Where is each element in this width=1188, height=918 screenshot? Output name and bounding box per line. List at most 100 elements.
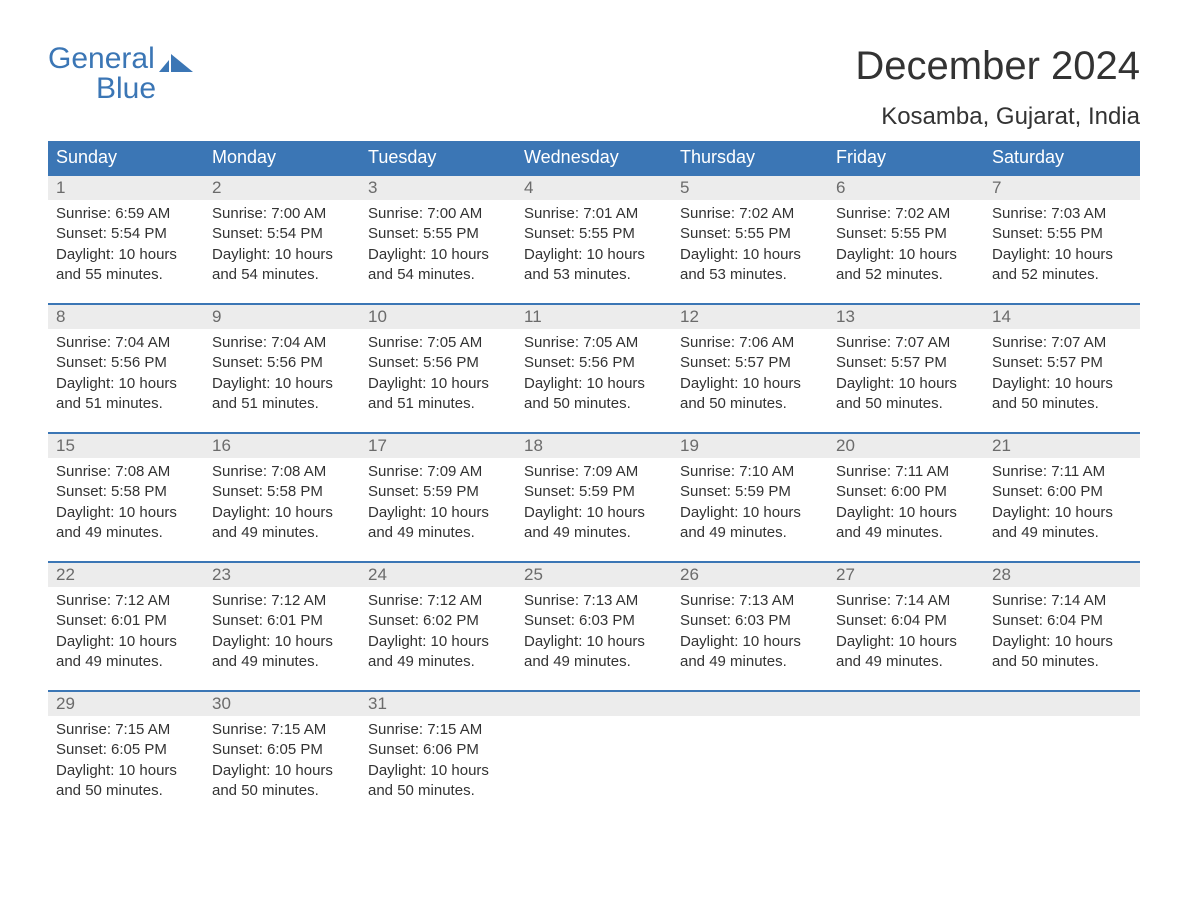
sunset-line: Sunset: 5:59 PM: [680, 482, 820, 502]
daylight-line-2: and 51 minutes.: [56, 394, 196, 414]
sunset-line: Sunset: 6:03 PM: [524, 611, 664, 631]
sunrise-line: Sunrise: 7:14 AM: [836, 591, 976, 611]
day-detail: Sunrise: 7:06 AMSunset: 5:57 PMDaylight:…: [672, 329, 828, 414]
daylight-line-2: and 49 minutes.: [680, 652, 820, 672]
day-detail: Sunrise: 7:00 AMSunset: 5:54 PMDaylight:…: [204, 200, 360, 285]
day-detail: Sunrise: 7:15 AMSunset: 6:05 PMDaylight:…: [48, 716, 204, 801]
day-detail-row: Sunrise: 7:04 AM Sunset: 5:56 PM Daylight:…: [48, 329, 1140, 414]
day-detail: Sunrise: 6:59 AMSunset: 5:54 PMDaylight:…: [48, 200, 204, 285]
daylight-line-2: and 51 minutes.: [212, 394, 352, 414]
daylight-line-1: Daylight: 10 hours: [836, 503, 976, 523]
daylight-line-2: and 49 minutes.: [524, 652, 664, 672]
day-number: 11: [516, 305, 672, 329]
day-detail: Sunrise: 7:09 AMSunset: 5:59 PMDaylight:…: [360, 458, 516, 543]
daylight-line-1: Daylight: 10 hours: [524, 374, 664, 394]
calendar-week: 293031 Sunrise: 7:15 AMSunset: 6:05 PMDa…: [48, 690, 1140, 801]
sunrise-line: Sunrise: 7:00 AM: [212, 204, 352, 224]
sunrise-line: Sunrise: 7:08 AM: [56, 462, 196, 482]
daylight-line-2: and 50 minutes.: [836, 394, 976, 414]
sunrise-line: Sunrise: 7:15 AM: [368, 720, 508, 740]
sunset-line: Sunset: 5:58 PM: [56, 482, 196, 502]
day-number: 26: [672, 563, 828, 587]
daylight-line-2: and 49 minutes.: [212, 523, 352, 543]
day-number: 5: [672, 176, 828, 200]
day-detail: Sunrise: 7:03 AMSunset: 5:55 PMDaylight:…: [984, 200, 1140, 285]
day-detail: Sunrise: 7:11 AMSunset: 6:00 PMDaylight:…: [828, 458, 984, 543]
daylight-line-1: Daylight: 10 hours: [524, 632, 664, 652]
daylight-line-2: and 49 minutes.: [524, 523, 664, 543]
sunset-line: Sunset: 5:57 PM: [836, 353, 976, 373]
calendar-week: 22232425262728Sunrise: 7:12 AMSunset: 6:…: [48, 561, 1140, 672]
sunset-line: Sunset: 5:56 PM: [368, 353, 508, 373]
daylight-line-2: and 52 minutes.: [992, 265, 1132, 285]
sunrise-line: Sunrise: 7:03 AM: [992, 204, 1132, 224]
weekday-header: Monday: [204, 141, 360, 174]
weekday-header-row: Sunday Monday Tuesday Wednesday Thursday…: [48, 141, 1140, 174]
daylight-line-1: Daylight: 10 hours: [524, 503, 664, 523]
sunset-line: Sunset: 5:55 PM: [524, 224, 664, 244]
day-detail: Sunrise: 7:08 AMSunset: 5:58 PMDaylight:…: [48, 458, 204, 543]
day-detail: [672, 716, 828, 801]
sunrise-line: Sunrise: 7:01 AM: [524, 204, 664, 224]
day-detail: Sunrise: 7:04 AMSunset: 5:56 PMDaylight:…: [48, 329, 204, 414]
calendar: Sunday Monday Tuesday Wednesday Thursday…: [48, 141, 1140, 801]
sunrise-line: Sunrise: 7:15 AM: [56, 720, 196, 740]
sunset-line: Sunset: 6:00 PM: [836, 482, 976, 502]
sunset-line: Sunset: 5:54 PM: [56, 224, 196, 244]
day-detail: Sunrise: 7:02 AMSunset: 5:55 PMDaylight:…: [672, 200, 828, 285]
sunset-line: Sunset: 6:06 PM: [368, 740, 508, 760]
sunset-line: Sunset: 6:01 PM: [212, 611, 352, 631]
day-number-row: 15161718192021: [48, 434, 1140, 458]
day-detail: Sunrise: 7:13 AMSunset: 6:03 PMDaylight:…: [672, 587, 828, 672]
daylight-line-1: Daylight: 10 hours: [56, 503, 196, 523]
sunset-line: Sunset: 5:57 PM: [680, 353, 820, 373]
daylight-line-1: Daylight: 10 hours: [56, 245, 196, 265]
sunrise-line: Sunrise: 7:10 AM: [680, 462, 820, 482]
daylight-line-1: Daylight: 10 hours: [992, 503, 1132, 523]
sunrise-line: Sunrise: 7:07 AM: [992, 333, 1132, 353]
day-number: 22: [48, 563, 204, 587]
day-detail: Sunrise: 7:12 AMSunset: 6:01 PMDaylight:…: [204, 587, 360, 672]
sunset-line: Sunset: 5:55 PM: [992, 224, 1132, 244]
sunrise-line: Sunrise: 7:04 AM: [212, 333, 352, 353]
day-detail: Sunrise: 7:04 AMSunset: 5:56 PMDaylight:…: [204, 329, 360, 414]
daylight-line-1: Daylight: 10 hours: [212, 245, 352, 265]
daylight-line-1: Daylight: 10 hours: [212, 632, 352, 652]
daylight-line-1: Daylight: 10 hours: [212, 761, 352, 781]
sunrise-line: Sunrise: 7:11 AM: [836, 462, 976, 482]
sunset-line: Sunset: 5:59 PM: [368, 482, 508, 502]
brand-word-1: General: [48, 44, 155, 74]
calendar-week: 1234567Sunrise: 6:59 AMSunset: 5:54 PMDa…: [48, 174, 1140, 285]
sunset-line: Sunset: 6:04 PM: [836, 611, 976, 631]
sunset-line: Sunset: 6:00 PM: [992, 482, 1132, 502]
daylight-line-2: and 49 minutes.: [56, 523, 196, 543]
day-number: 12: [672, 305, 828, 329]
sunrise-line: Sunrise: 7:13 AM: [680, 591, 820, 611]
daylight-line-2: and 50 minutes.: [680, 394, 820, 414]
sunset-line: Sunset: 5:58 PM: [212, 482, 352, 502]
day-number: 10: [360, 305, 516, 329]
sunrise-line: Sunrise: 7:05 AM: [368, 333, 508, 353]
day-detail-row: Sunrise: 6:59 AMSunset: 5:54 PMDaylight:…: [48, 200, 1140, 285]
day-detail-row: Sunrise: 7:12 AMSunset: 6:01 PMDaylight:…: [48, 587, 1140, 672]
daylight-line-2: and 50 minutes.: [524, 394, 664, 414]
day-detail-row: Sunrise: 7:08 AMSunset: 5:58 PMDaylight:…: [48, 458, 1140, 543]
daylight-line-1: Daylight: 10 hours: [368, 632, 508, 652]
day-number: 30: [204, 692, 360, 716]
title-block: December 2024 Kosamba, Gujarat, India: [855, 44, 1140, 131]
sunset-line: Sunset: 6:04 PM: [992, 611, 1132, 631]
sunset-line: Sunset: 5:54 PM: [212, 224, 352, 244]
day-detail: Sunrise: 7:14 AMSunset: 6:04 PMDaylight:…: [984, 587, 1140, 672]
day-detail: Sunrise: 7:13 AMSunset: 6:03 PMDaylight:…: [516, 587, 672, 672]
day-detail: Sunrise: 7:07 AMSunset: 5:57 PMDaylight:…: [984, 329, 1140, 414]
day-detail: [984, 716, 1140, 801]
daylight-line-1: Daylight: 10 hours: [212, 374, 352, 394]
daylight-line-1: Daylight: 10 hours: [836, 374, 976, 394]
sunrise-line: Sunrise: 7:08 AM: [212, 462, 352, 482]
sunset-line: Sunset: 5:55 PM: [680, 224, 820, 244]
day-detail: [828, 716, 984, 801]
weekday-header: Sunday: [48, 141, 204, 174]
day-detail: Sunrise: 7:09 AMSunset: 5:59 PMDaylight:…: [516, 458, 672, 543]
sunset-line: Sunset: 6:05 PM: [56, 740, 196, 760]
day-number: 28: [984, 563, 1140, 587]
